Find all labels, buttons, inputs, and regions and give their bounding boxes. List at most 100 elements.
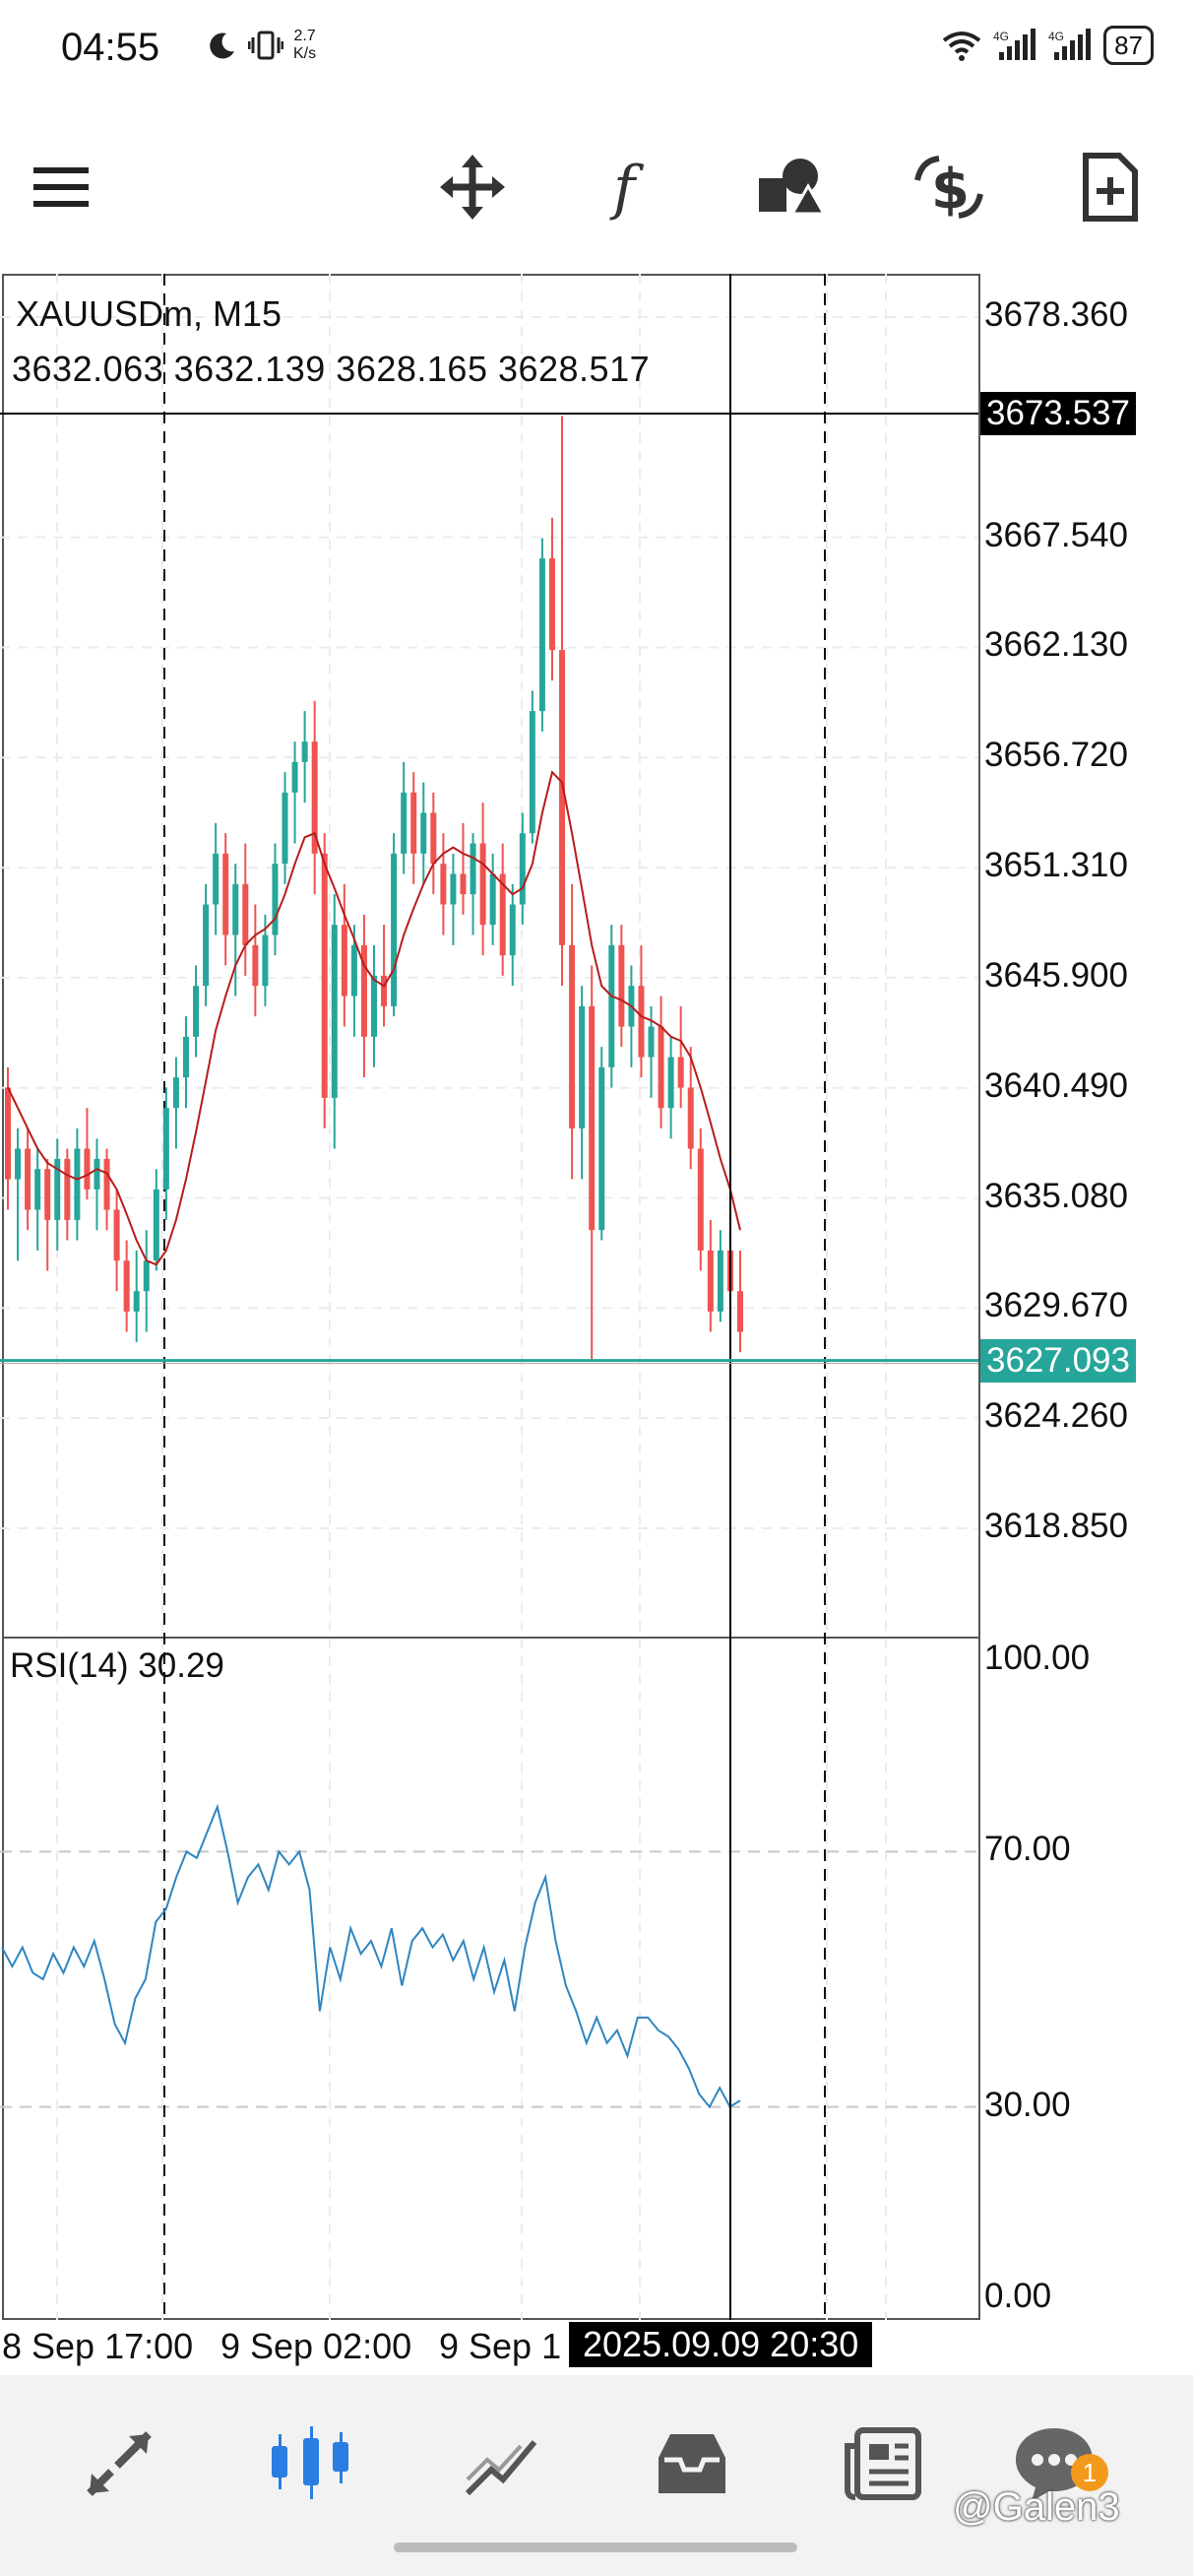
candle-body bbox=[401, 792, 408, 854]
candle-body bbox=[538, 558, 545, 712]
candle-body bbox=[598, 1066, 605, 1231]
objects-button[interactable] bbox=[752, 148, 831, 226]
candle bbox=[54, 1138, 61, 1251]
candle-body bbox=[123, 1260, 130, 1312]
candle bbox=[569, 883, 576, 1180]
candle-body bbox=[182, 1036, 189, 1078]
candle bbox=[589, 965, 596, 1361]
news-icon bbox=[845, 2427, 921, 2500]
candle bbox=[123, 1240, 130, 1332]
candle-body bbox=[282, 792, 288, 865]
rsi-title: RSI(14) 30.29 bbox=[10, 1646, 224, 1685]
candle bbox=[162, 1087, 169, 1220]
candle bbox=[598, 1047, 605, 1241]
quotes-icon bbox=[87, 2431, 152, 2496]
candle bbox=[242, 843, 249, 976]
crosshair-price-tag: 3673.537 bbox=[980, 392, 1136, 435]
chart-toolbar: f $ bbox=[0, 138, 1193, 246]
candle-body bbox=[262, 934, 269, 987]
candle bbox=[321, 833, 328, 1128]
signal-4g-icon: 4G bbox=[993, 29, 1036, 60]
candle-body bbox=[331, 925, 338, 1098]
candle-body bbox=[579, 1005, 586, 1128]
trade-button[interactable]: $ bbox=[910, 148, 988, 226]
candle-body bbox=[213, 853, 220, 905]
candle-body bbox=[638, 986, 645, 1058]
candle bbox=[489, 853, 496, 945]
candle-body bbox=[589, 1005, 596, 1231]
crosshair-move-button[interactable] bbox=[433, 148, 512, 226]
candle bbox=[410, 772, 417, 884]
candle-body bbox=[103, 1158, 110, 1210]
candle bbox=[5, 1066, 11, 1210]
candle bbox=[667, 1036, 674, 1139]
candle-body bbox=[133, 1291, 140, 1312]
candle-body bbox=[697, 1148, 704, 1251]
objects-icon bbox=[759, 159, 826, 216]
candle-body bbox=[559, 650, 566, 945]
candle bbox=[153, 1169, 159, 1271]
candle-body bbox=[450, 873, 457, 905]
candle-body bbox=[371, 975, 377, 1037]
current-price-tag: 3627.093 bbox=[980, 1339, 1136, 1383]
candle bbox=[291, 741, 298, 844]
candle bbox=[548, 517, 555, 681]
candle-body bbox=[291, 761, 298, 793]
candle bbox=[193, 965, 200, 1058]
status-bar: 04:55 2.7 K/s 4G 4G 87 bbox=[0, 0, 1193, 98]
new-order-button[interactable] bbox=[1071, 148, 1150, 226]
candle-body bbox=[193, 986, 200, 1037]
nav-history[interactable] bbox=[638, 2415, 746, 2513]
indicators-button[interactable]: f bbox=[593, 148, 671, 226]
rsi-line bbox=[1, 1803, 741, 2109]
candle-body bbox=[391, 853, 398, 1006]
nav-chart[interactable] bbox=[256, 2415, 364, 2513]
candle bbox=[44, 1158, 51, 1271]
battery-indicator: 87 bbox=[1103, 26, 1154, 65]
candle bbox=[143, 1230, 150, 1332]
indicators-icon: f bbox=[609, 154, 645, 222]
candle bbox=[34, 1148, 41, 1251]
candle bbox=[430, 792, 437, 895]
candle bbox=[371, 944, 377, 1067]
candle bbox=[232, 864, 239, 997]
candle-body bbox=[548, 558, 555, 651]
nav-news[interactable] bbox=[829, 2415, 937, 2513]
candle-body bbox=[470, 843, 476, 895]
candle-body bbox=[519, 833, 526, 905]
candle bbox=[84, 1108, 91, 1200]
candle-body bbox=[321, 853, 328, 1098]
nav-trade[interactable] bbox=[447, 2415, 555, 2513]
candle-body bbox=[440, 864, 447, 905]
candle bbox=[252, 904, 259, 1017]
candle bbox=[222, 833, 229, 966]
candle bbox=[420, 782, 427, 884]
menu-button[interactable] bbox=[22, 148, 100, 226]
candle-body bbox=[252, 944, 259, 987]
candle-body bbox=[15, 1148, 22, 1180]
candle bbox=[499, 843, 506, 976]
nav-quotes[interactable] bbox=[65, 2415, 173, 2513]
status-time: 04:55 bbox=[61, 26, 160, 69]
price-chart-panel[interactable] bbox=[2, 274, 980, 1637]
candle-body bbox=[499, 873, 506, 956]
candle bbox=[628, 965, 635, 1067]
candle-body bbox=[460, 873, 467, 895]
candle-body bbox=[677, 1057, 684, 1088]
candle-body bbox=[509, 904, 516, 956]
watermark: @Galen3 bbox=[953, 2485, 1120, 2529]
candle-body bbox=[569, 944, 576, 1128]
rsi-panel[interactable] bbox=[2, 1637, 980, 2320]
candle bbox=[707, 1219, 714, 1332]
candle-body bbox=[658, 1026, 664, 1109]
candle bbox=[113, 1189, 120, 1292]
time-label: 9 Sep 02:00 bbox=[220, 2326, 412, 2366]
candle-body bbox=[94, 1158, 100, 1190]
candle bbox=[538, 538, 545, 732]
notification-badge: 1 bbox=[1071, 2454, 1108, 2491]
candle-body bbox=[232, 883, 239, 935]
candle-body bbox=[74, 1148, 81, 1220]
home-indicator[interactable] bbox=[394, 2543, 797, 2552]
trade-chart-icon bbox=[465, 2440, 537, 2496]
